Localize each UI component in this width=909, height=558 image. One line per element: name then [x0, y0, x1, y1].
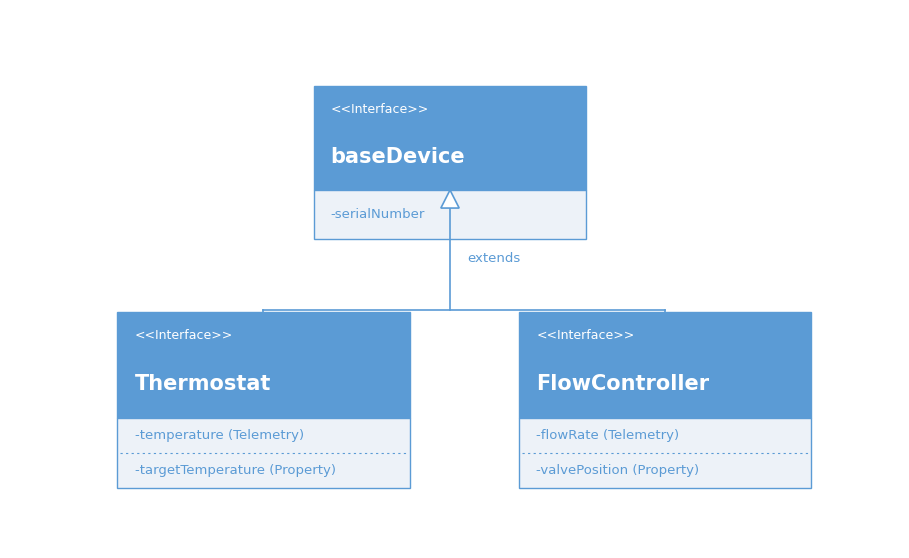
Text: -temperature (Telemetry): -temperature (Telemetry)	[135, 429, 304, 442]
Text: extends: extends	[467, 252, 521, 266]
Text: -flowRate (Telemetry): -flowRate (Telemetry)	[536, 429, 679, 442]
Polygon shape	[441, 190, 459, 208]
Bar	[519, 312, 811, 417]
Bar	[519, 417, 811, 488]
Text: <<Interface>>: <<Interface>>	[536, 329, 634, 341]
Text: Thermostat: Thermostat	[135, 374, 271, 394]
Text: -serialNumber: -serialNumber	[331, 208, 425, 221]
Bar	[117, 417, 409, 488]
Text: <<Interface>>: <<Interface>>	[135, 329, 233, 341]
Text: baseDevice: baseDevice	[331, 147, 465, 167]
Text: FlowController: FlowController	[536, 374, 709, 394]
Text: <<Interface>>: <<Interface>>	[331, 103, 429, 116]
Text: -valvePosition (Property): -valvePosition (Property)	[536, 464, 699, 477]
Bar	[315, 190, 585, 239]
Text: -targetTemperature (Property): -targetTemperature (Property)	[135, 464, 335, 477]
Bar	[315, 86, 585, 190]
Bar	[117, 312, 409, 417]
